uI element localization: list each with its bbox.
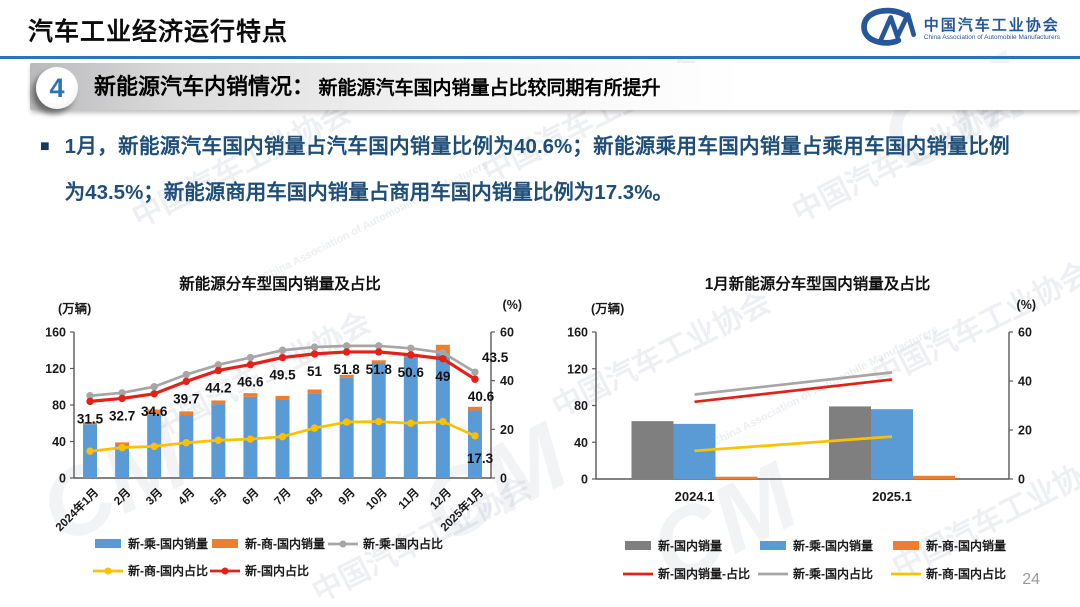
svg-text:40: 40 xyxy=(1018,375,1032,389)
svg-text:160: 160 xyxy=(567,326,588,340)
svg-text:51: 51 xyxy=(307,364,323,379)
chart-monthly-nev-domestic-sales: 新能源分车型国内销量及占比 (万辆) (%) 0 40 80 120 160 0 20 40 6… xyxy=(30,270,530,600)
svg-text:新-乘-国内销量: 新-乘-国内销量 xyxy=(128,536,208,551)
svg-text:51.8: 51.8 xyxy=(334,362,361,377)
svg-text:新-国内占比: 新-国内占比 xyxy=(245,563,309,578)
svg-text:40: 40 xyxy=(574,436,588,450)
section-heading-main: 新能源汽车内销情况： xyxy=(94,74,315,99)
svg-text:80: 80 xyxy=(52,399,66,413)
svg-text:0: 0 xyxy=(59,472,66,486)
left-chart-plot: 0 40 80 120 160 0 20 40 60 2024年1月 2月 3月 4月 5月 6月 7月 8月 9… xyxy=(30,270,530,605)
right-chart-plot: 0 40 80 120 160 0 20 40 60 2024.1 2025.1 新-国内销量 新-乘-… xyxy=(565,270,1070,605)
svg-text:49.5: 49.5 xyxy=(269,368,296,383)
bullet-text: 1月，新能源汽车国内销量占汽车国内销量比例为40.6%；新能源乘用车国内销量占乘… xyxy=(64,135,1010,204)
svg-text:32.7: 32.7 xyxy=(109,408,135,423)
svg-text:2024.1: 2024.1 xyxy=(675,489,715,504)
page-number: 24 xyxy=(1022,571,1040,588)
caam-name-en: China Association of Automobile Manufact… xyxy=(923,34,1060,42)
bullet-paragraph: ■ 1月，新能源汽车国内销量占汽车国内销量比例为40.6%；新能源乘用车国内销量… xyxy=(40,124,1030,216)
svg-text:80: 80 xyxy=(574,399,588,413)
chart1-mount-svg: 0 40 80 120 160 0 20 40 60 2024年1月 2月 3月 4月 5月 6月 7月 8月 9… xyxy=(45,326,514,579)
caam-name-cn: 中国汽车工业协会 xyxy=(923,17,1060,35)
svg-text:40: 40 xyxy=(500,374,514,388)
svg-text:3月: 3月 xyxy=(143,486,165,508)
svg-text:0: 0 xyxy=(1018,473,1025,487)
caam-cm-icon xyxy=(854,6,916,53)
svg-text:8月: 8月 xyxy=(304,486,326,508)
svg-text:新-国内销量: 新-国内销量 xyxy=(658,538,722,553)
svg-text:新-商-国内占比: 新-商-国内占比 xyxy=(128,563,208,578)
svg-text:2024年1月: 2024年1月 xyxy=(52,485,101,534)
right-chart-left-axis-unit: (万辆) xyxy=(591,302,625,316)
right-chart-right-axis-unit: (%) xyxy=(1016,298,1036,312)
svg-text:60: 60 xyxy=(500,326,514,340)
title-divider xyxy=(0,56,1080,59)
svg-text:2月: 2月 xyxy=(111,486,133,508)
bullet-marker: ■ xyxy=(40,138,50,155)
left-chart-right-axis-unit: (%) xyxy=(502,298,522,312)
svg-text:120: 120 xyxy=(45,362,66,376)
chart-january-nev-domestic-sales: 1月新能源分车型国内销量及占比 (万辆) (%) 0 40 80 120 160 0 20 4… xyxy=(565,270,1070,600)
svg-text:40: 40 xyxy=(52,435,66,449)
svg-text:0: 0 xyxy=(500,472,507,486)
svg-text:新-商-国内销量: 新-商-国内销量 xyxy=(926,538,1006,553)
svg-text:12月: 12月 xyxy=(428,486,454,512)
svg-text:6月: 6月 xyxy=(240,486,262,508)
svg-text:2025.1: 2025.1 xyxy=(872,489,912,504)
left-chart-left-axis-unit: (万辆) xyxy=(58,302,92,316)
svg-text:44.2: 44.2 xyxy=(205,380,231,395)
svg-text:新-商-国内占比: 新-商-国内占比 xyxy=(926,566,1006,581)
svg-text:7月: 7月 xyxy=(272,486,294,508)
svg-text:11月: 11月 xyxy=(396,486,422,512)
caam-logo: 中国汽车工业协会 China Association of Automobile… xyxy=(854,6,1060,53)
svg-text:0: 0 xyxy=(581,473,588,487)
svg-text:160: 160 xyxy=(45,326,66,340)
svg-text:60: 60 xyxy=(1018,326,1032,340)
svg-text:新-商-国内销量: 新-商-国内销量 xyxy=(245,536,325,551)
section-heading-sub: 新能源汽车国内销量占比较同期有所提升 xyxy=(318,78,661,99)
right-chart-title: 1月新能源分车型国内销量及占比 xyxy=(704,276,931,293)
svg-text:新-乘-国内占比: 新-乘-国内占比 xyxy=(363,536,443,551)
svg-text:新-国内销量-占比: 新-国内销量-占比 xyxy=(658,566,750,581)
section-number-badge: 4 xyxy=(36,67,78,109)
svg-text:新-乘-国内占比: 新-乘-国内占比 xyxy=(793,566,873,581)
svg-text:17.3: 17.3 xyxy=(467,451,494,466)
svg-text:50.6: 50.6 xyxy=(398,365,425,380)
svg-text:5月: 5月 xyxy=(208,486,230,508)
svg-text:49: 49 xyxy=(435,369,450,384)
svg-text:10月: 10月 xyxy=(363,486,389,512)
svg-text:新-乘-国内销量: 新-乘-国内销量 xyxy=(793,538,873,553)
svg-text:4月: 4月 xyxy=(176,486,198,508)
svg-text:46.6: 46.6 xyxy=(237,375,264,390)
svg-text:40.6: 40.6 xyxy=(468,389,495,404)
svg-text:43.5: 43.5 xyxy=(482,350,509,365)
section-header-bar xyxy=(30,63,1080,110)
section-heading: 新能源汽车内销情况： 新能源汽车国内销量占比较同期有所提升 xyxy=(94,66,660,108)
svg-text:20: 20 xyxy=(500,423,514,437)
svg-text:9月: 9月 xyxy=(336,486,358,508)
left-chart-title: 新能源分车型国内销量及占比 xyxy=(179,276,381,293)
svg-text:34.6: 34.6 xyxy=(141,404,168,419)
page-title: 汽车工业经济运行特点 xyxy=(28,18,289,46)
svg-text:51.8: 51.8 xyxy=(366,362,393,377)
svg-text:120: 120 xyxy=(567,362,588,376)
svg-text:20: 20 xyxy=(1018,424,1032,438)
svg-text:39.7: 39.7 xyxy=(173,391,199,406)
svg-text:31.5: 31.5 xyxy=(77,411,104,426)
